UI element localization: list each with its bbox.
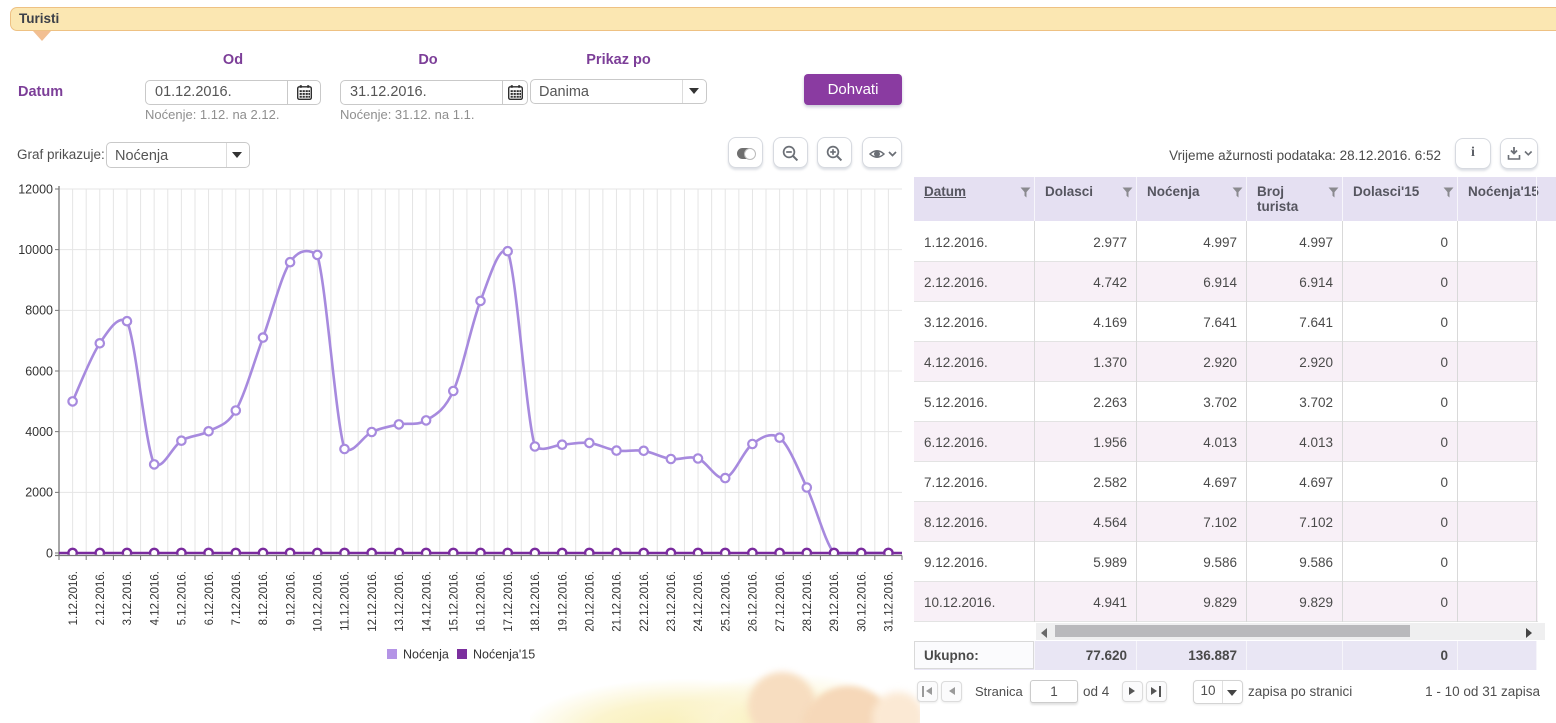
svg-text:13.12.2016.: 13.12.2016. bbox=[394, 571, 406, 632]
svg-text:3.12.2016.: 3.12.2016. bbox=[122, 571, 134, 625]
svg-text:5.12.2016.: 5.12.2016. bbox=[177, 571, 189, 625]
svg-text:8000: 8000 bbox=[25, 304, 53, 318]
svg-text:23.12.2016.: 23.12.2016. bbox=[666, 571, 678, 632]
svg-text:Noćenja'15: Noćenja'15 bbox=[473, 648, 535, 662]
svg-text:12.12.2016.: 12.12.2016. bbox=[367, 571, 379, 632]
svg-text:25.12.2016.: 25.12.2016. bbox=[720, 571, 732, 632]
svg-text:28.12.2016.: 28.12.2016. bbox=[802, 571, 814, 632]
svg-text:29.12.2016.: 29.12.2016. bbox=[829, 571, 841, 632]
svg-text:14.12.2016.: 14.12.2016. bbox=[421, 571, 433, 632]
svg-text:15.12.2016.: 15.12.2016. bbox=[449, 571, 461, 632]
svg-text:Noćenja: Noćenja bbox=[403, 648, 449, 662]
svg-text:16.12.2016.: 16.12.2016. bbox=[476, 571, 488, 632]
svg-text:26.12.2016.: 26.12.2016. bbox=[748, 571, 760, 632]
svg-text:2.12.2016.: 2.12.2016. bbox=[95, 571, 107, 625]
svg-text:24.12.2016.: 24.12.2016. bbox=[693, 571, 705, 632]
svg-text:17.12.2016.: 17.12.2016. bbox=[503, 571, 515, 632]
svg-text:27.12.2016.: 27.12.2016. bbox=[775, 571, 787, 632]
svg-text:31.12.2016.: 31.12.2016. bbox=[884, 571, 896, 632]
svg-text:11.12.2016.: 11.12.2016. bbox=[340, 571, 352, 631]
svg-text:7.12.2016.: 7.12.2016. bbox=[231, 571, 243, 625]
svg-text:1.12.2016.: 1.12.2016. bbox=[68, 571, 80, 625]
svg-text:4.12.2016.: 4.12.2016. bbox=[149, 571, 161, 625]
svg-text:2000: 2000 bbox=[25, 486, 53, 500]
svg-text:30.12.2016.: 30.12.2016. bbox=[856, 571, 868, 632]
svg-text:6000: 6000 bbox=[25, 364, 53, 378]
svg-text:12000: 12000 bbox=[18, 182, 53, 196]
svg-text:4000: 4000 bbox=[25, 425, 53, 439]
svg-text:10000: 10000 bbox=[18, 243, 53, 257]
svg-text:21.12.2016.: 21.12.2016. bbox=[612, 571, 624, 632]
svg-text:19.12.2016.: 19.12.2016. bbox=[557, 571, 569, 632]
svg-text:6.12.2016.: 6.12.2016. bbox=[204, 571, 216, 625]
svg-text:18.12.2016.: 18.12.2016. bbox=[530, 571, 542, 632]
svg-text:8.12.2016.: 8.12.2016. bbox=[258, 571, 270, 625]
svg-text:22.12.2016.: 22.12.2016. bbox=[639, 571, 651, 632]
svg-text:10.12.2016.: 10.12.2016. bbox=[313, 571, 325, 632]
svg-text:20.12.2016.: 20.12.2016. bbox=[585, 571, 597, 632]
svg-text:9.12.2016.: 9.12.2016. bbox=[285, 571, 297, 625]
svg-text:0: 0 bbox=[46, 546, 53, 560]
